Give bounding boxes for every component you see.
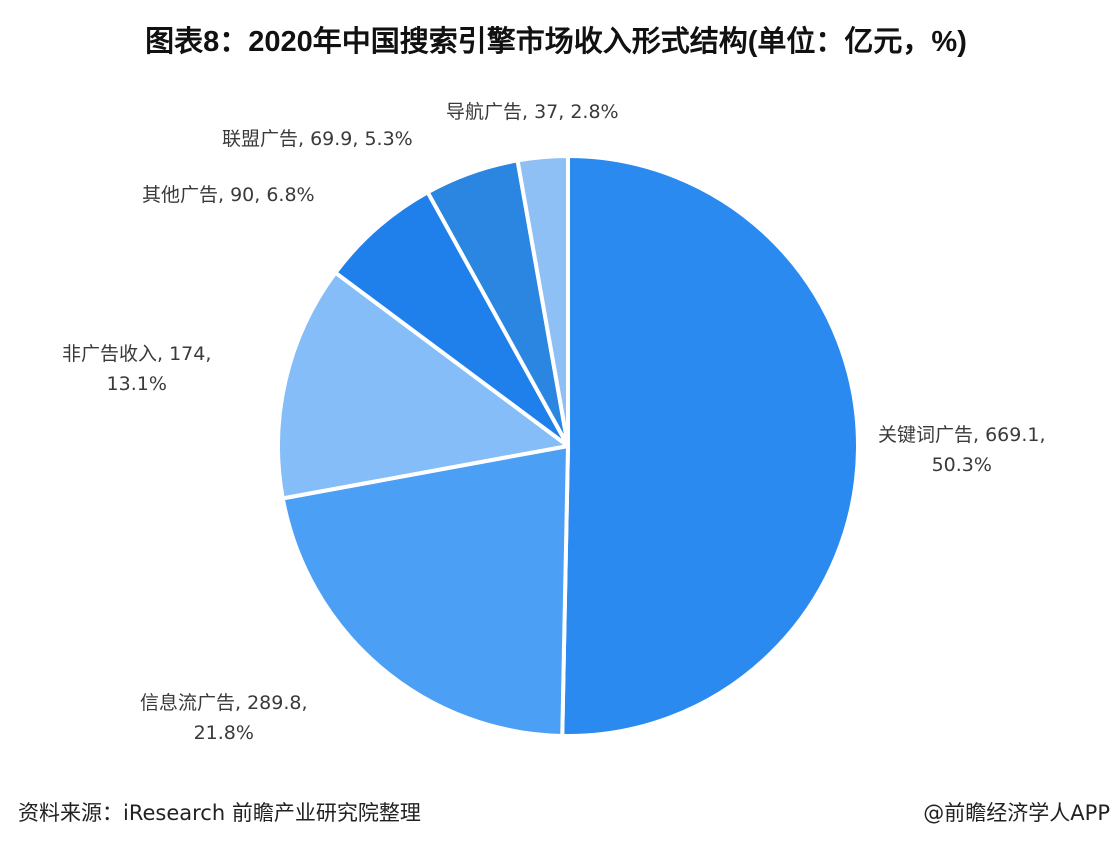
slice-non-ad (276, 270, 570, 501)
source-note: 资料来源：iResearch 前瞻产业研究院整理 (18, 801, 421, 825)
label-percent: 21.8% (193, 722, 254, 744)
label-text: 信息流广告, 289.8, (140, 692, 308, 714)
label-percent: 50.3% (931, 454, 992, 476)
label-text: 联盟广告, 69.9, 5.3% (222, 128, 413, 150)
label-alliance-ad: 联盟广告, 69.9, 5.3% (222, 124, 413, 154)
label-feed-ad: 信息流广告, 289.8, 21.8% (140, 688, 308, 748)
label-non-ad: 非广告收入, 174, 13.1% (62, 339, 211, 399)
chart-title: 图表8：2020年中国搜索引擎市场收入形式结构(单位：亿元，%) (145, 26, 967, 58)
label-text: 关键词广告, 669.1, (878, 424, 1046, 446)
label-text: 非广告收入, 174, (62, 343, 212, 365)
label-percent: 13.1% (106, 373, 167, 395)
slice-feed-ad (280, 444, 570, 738)
label-text: 其他广告, 90, 6.8% (142, 184, 315, 206)
label-nav-ad: 导航广告, 37, 2.8% (446, 97, 619, 127)
slice-nav-ad (515, 154, 570, 448)
label-keyword-ad: 关键词广告, 669.1, 50.3% (878, 420, 1046, 480)
credit-note: @前瞻经济学人APP (923, 801, 1110, 825)
slice-other-ad (333, 190, 570, 448)
label-other-ad: 其他广告, 90, 6.8% (142, 180, 315, 210)
slice-keyword-ad (560, 154, 860, 738)
label-text: 导航广告, 37, 2.8% (446, 101, 619, 123)
